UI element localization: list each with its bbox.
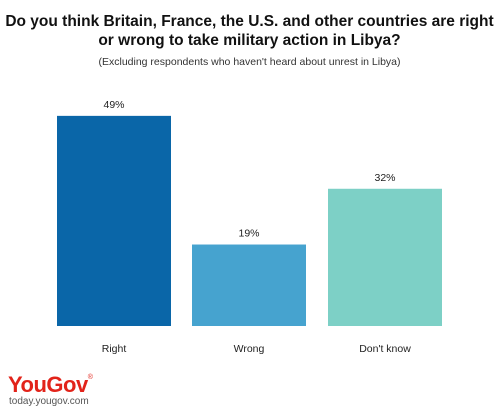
chart-subtitle: (Excluding respondents who haven't heard… [98, 56, 401, 68]
category-label: Right [102, 343, 127, 355]
value-label: 32% [374, 172, 395, 184]
bar-don-t-know [328, 188, 442, 326]
chart-title: Do you think Britain, France, the U.S. a… [0, 12, 499, 50]
value-label: 49% [103, 99, 124, 111]
category-label: Wrong [234, 343, 265, 355]
logo-text: YouGov [8, 372, 88, 397]
bar-right [57, 115, 171, 326]
registered-mark: ® [87, 374, 93, 381]
chart-title-line-1: Do you think Britain, France, the U.S. a… [5, 13, 494, 30]
category-label: Don't know [359, 343, 411, 355]
chart-title-line-2: or wrong to take military action in Liby… [98, 32, 401, 49]
yougov-logo: YouGov® [8, 372, 93, 398]
source-url: today.yougov.com [9, 396, 89, 407]
value-label: 19% [238, 228, 259, 240]
bar-wrong [192, 244, 306, 326]
